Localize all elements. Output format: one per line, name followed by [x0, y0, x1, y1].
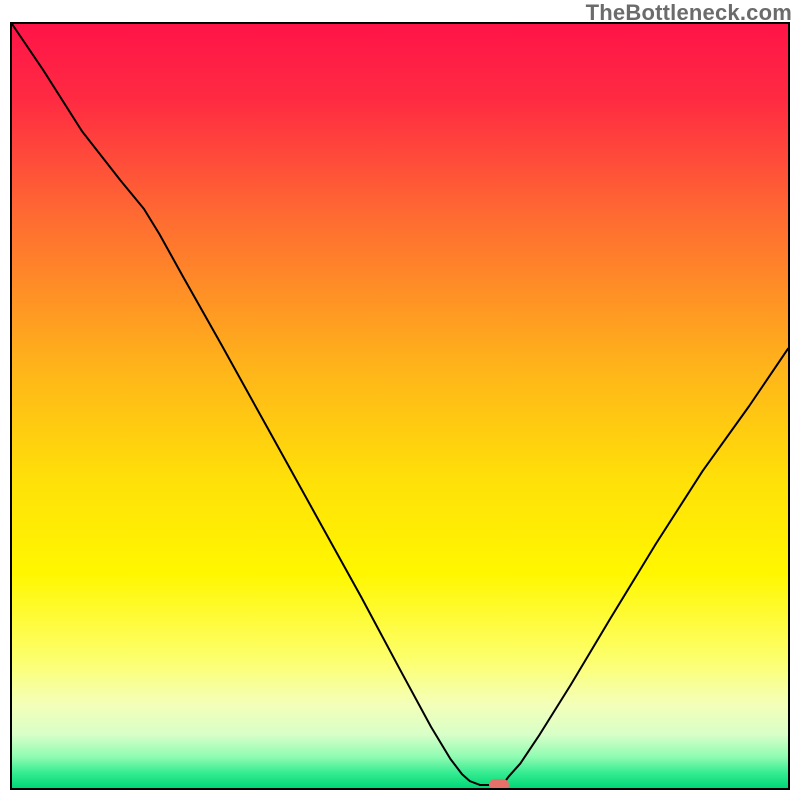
bottleneck-curve	[12, 24, 788, 785]
chart-plot-area	[12, 24, 788, 788]
optimum-marker	[489, 779, 509, 788]
chart-curve-svg	[12, 24, 788, 788]
chart-frame	[10, 22, 790, 790]
